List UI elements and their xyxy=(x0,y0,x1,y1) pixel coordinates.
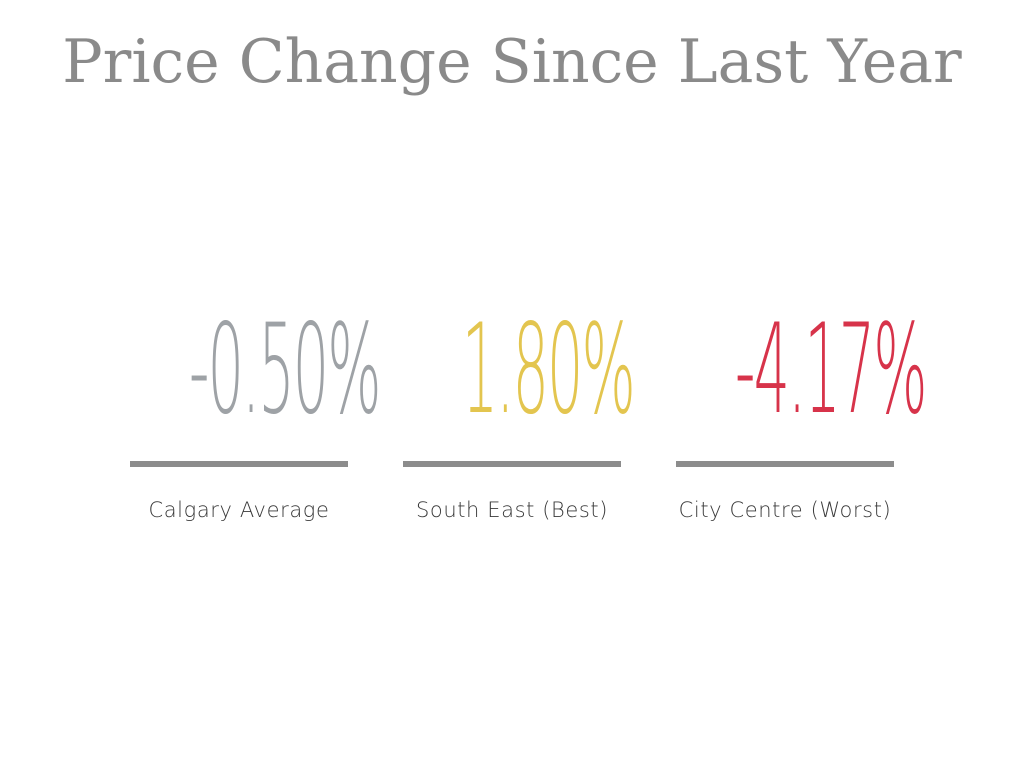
stat-divider xyxy=(403,461,621,467)
stat-calgary-average: -0.50% Calgary Average xyxy=(130,298,382,522)
stat-south-east: 1.80% South East (Best) xyxy=(403,298,636,522)
stat-value: 1.80% xyxy=(461,298,636,442)
chart-title: Price Change Since Last Year xyxy=(62,27,962,97)
stat-divider xyxy=(676,461,894,467)
stat-label: City Centre (Worst) xyxy=(678,498,892,522)
stat-value: -4.17% xyxy=(734,298,928,442)
stat-value: -0.50% xyxy=(188,298,382,442)
stat-city-centre: -4.17% City Centre (Worst) xyxy=(676,298,928,522)
stat-label: South East (Best) xyxy=(415,498,609,522)
stat-label: Calgary Average xyxy=(148,498,330,522)
stat-divider xyxy=(130,461,348,467)
